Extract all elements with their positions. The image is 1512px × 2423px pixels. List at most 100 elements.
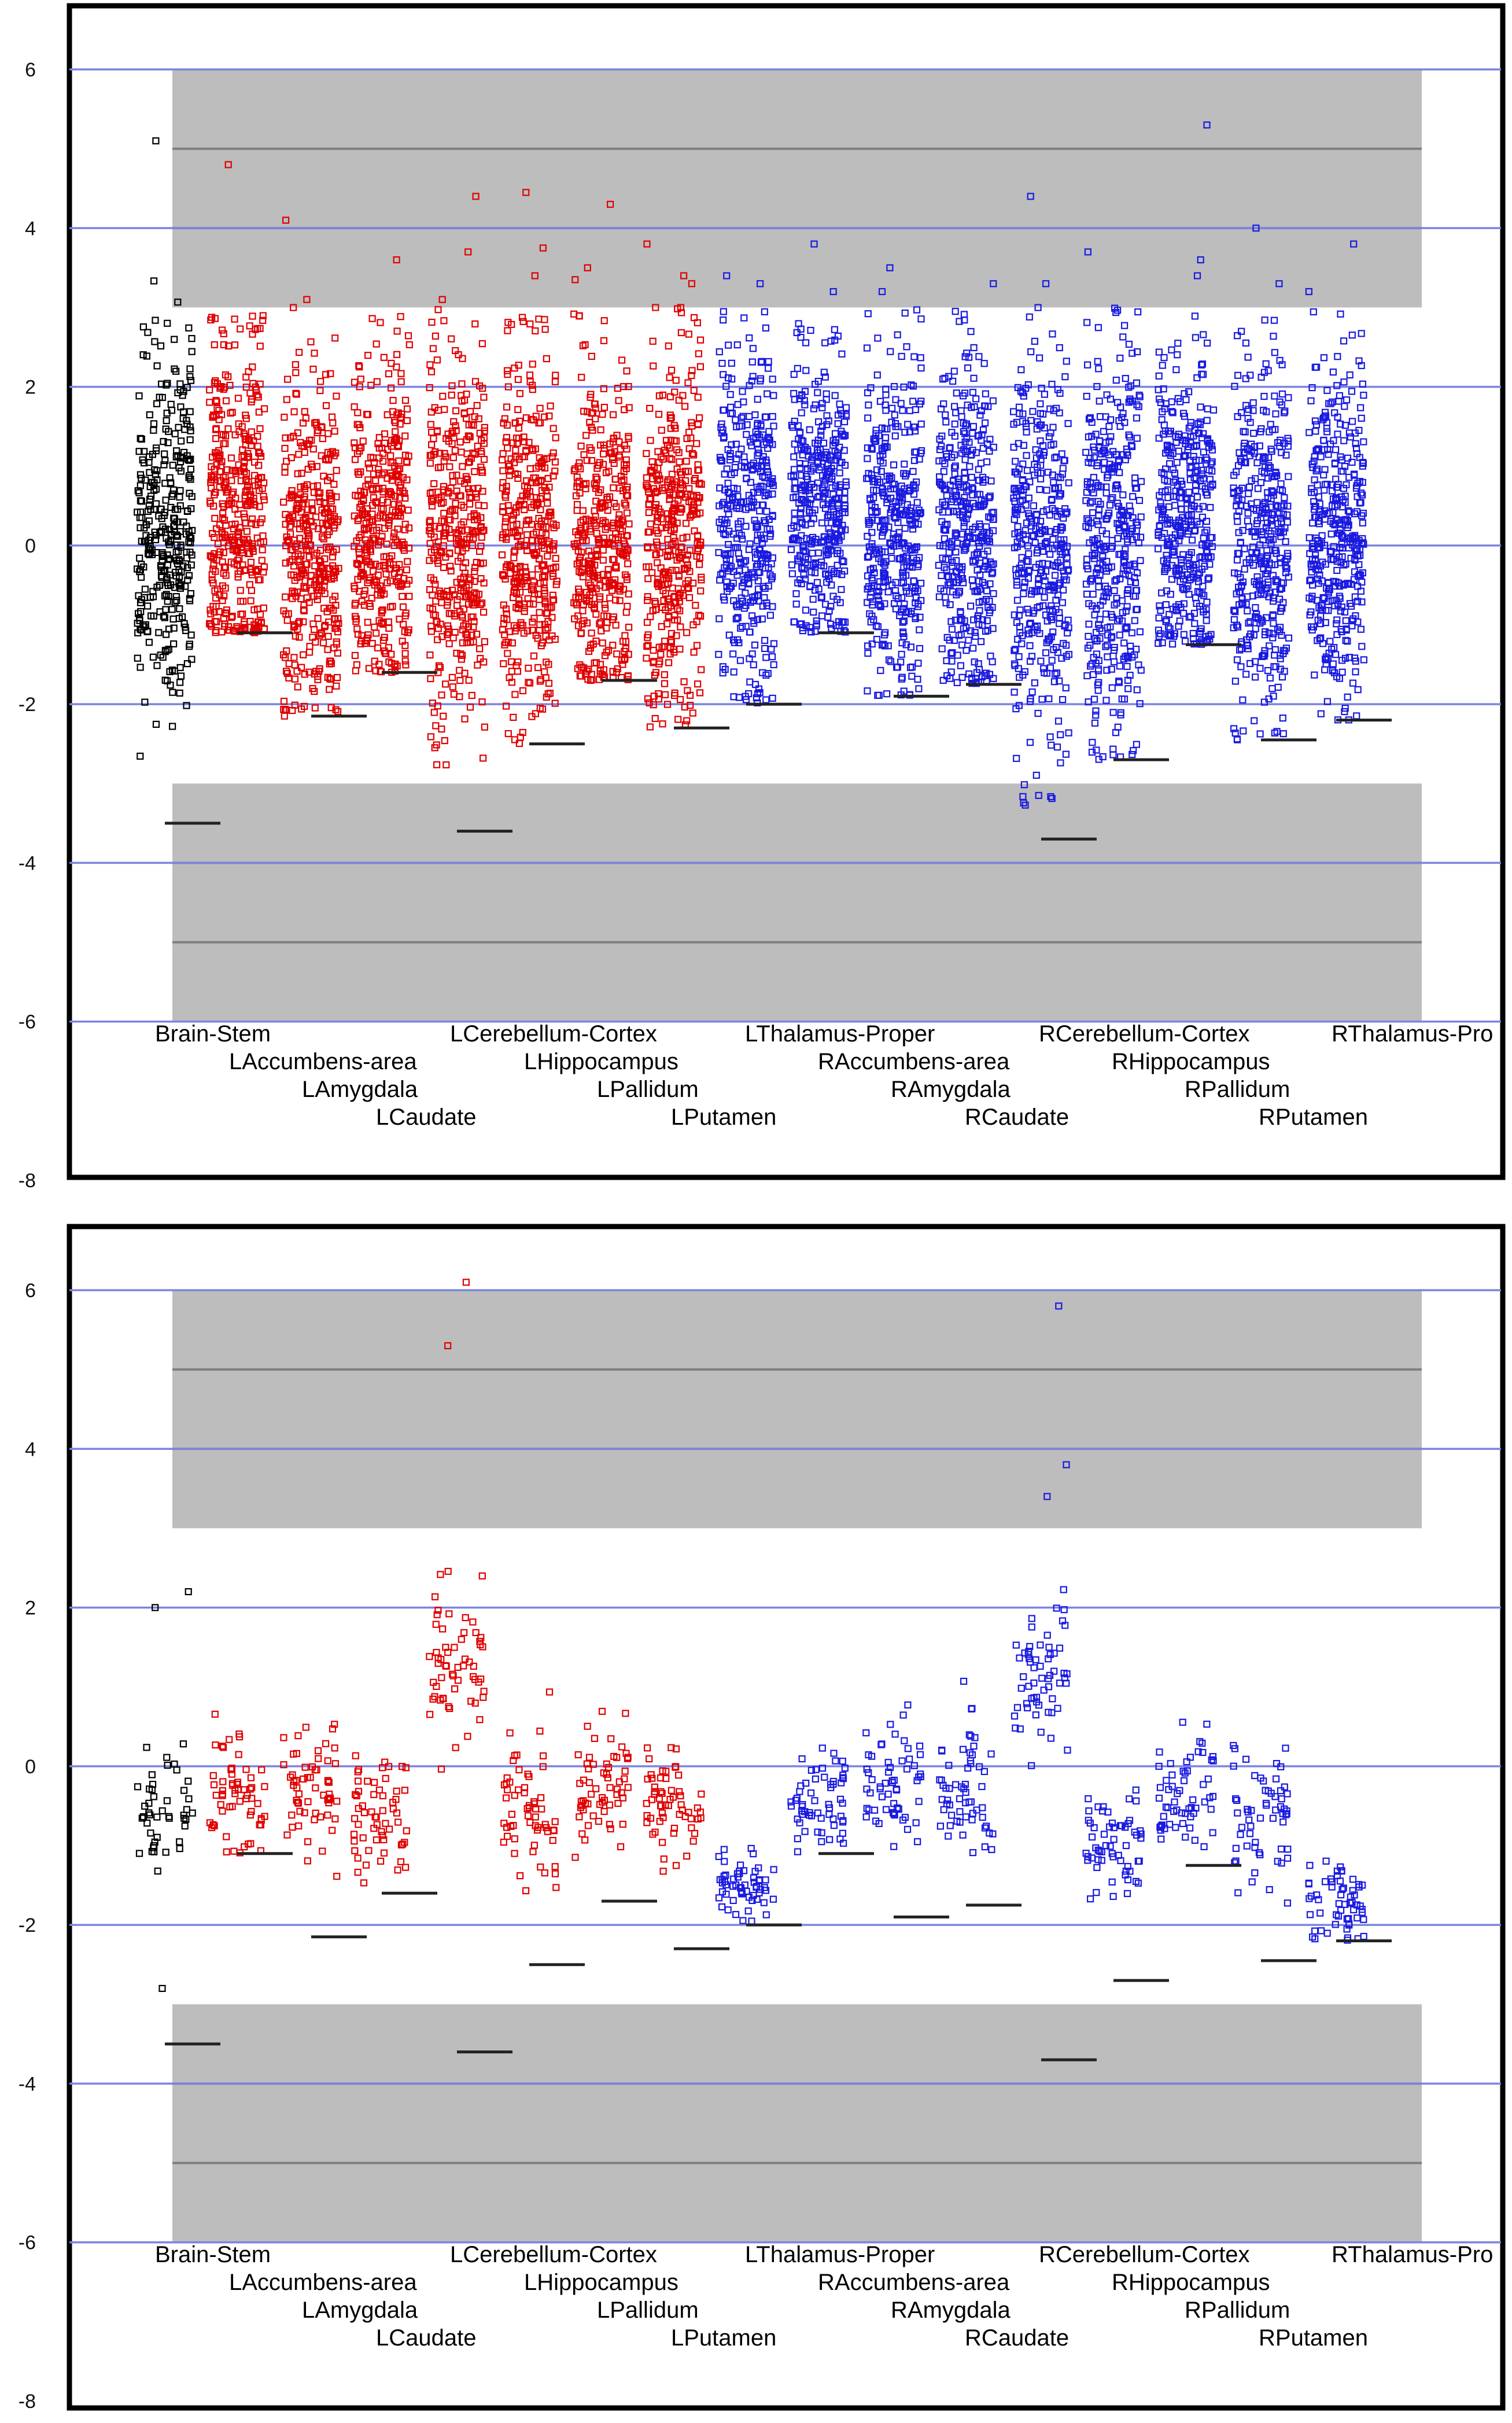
data-point xyxy=(865,401,872,409)
data-point xyxy=(893,664,901,671)
data-point xyxy=(979,531,986,538)
data-point xyxy=(1042,611,1050,619)
data-point xyxy=(945,573,952,580)
data-point xyxy=(186,597,194,605)
data-point xyxy=(796,553,804,561)
data-point xyxy=(1059,695,1067,704)
data-point xyxy=(574,665,582,672)
data-point xyxy=(1103,666,1111,674)
data-point xyxy=(716,348,723,356)
data-point xyxy=(225,623,233,631)
data-point xyxy=(248,587,255,594)
data-point xyxy=(972,632,979,640)
data-point xyxy=(326,675,334,683)
data-point xyxy=(219,596,226,605)
data-point xyxy=(373,578,380,586)
data-point xyxy=(225,342,233,350)
data-point xyxy=(868,612,876,620)
data-point xyxy=(282,705,289,713)
data-point xyxy=(790,535,798,543)
data-point xyxy=(176,664,184,672)
data-point xyxy=(243,502,250,509)
data-point xyxy=(148,478,156,486)
data-point xyxy=(542,531,550,539)
data-point xyxy=(234,528,242,536)
data-point xyxy=(176,487,184,495)
data-point xyxy=(898,496,906,504)
data-point xyxy=(695,466,703,474)
data-point xyxy=(438,549,445,557)
data-point xyxy=(1054,473,1062,481)
data-point xyxy=(841,488,849,496)
data-point xyxy=(1034,622,1041,630)
data-point xyxy=(429,699,437,707)
data-point xyxy=(916,613,924,621)
data-point xyxy=(465,676,473,684)
data-point xyxy=(183,660,191,668)
data-point xyxy=(753,501,761,509)
data-point xyxy=(538,487,546,495)
data-point xyxy=(523,574,530,581)
data-point xyxy=(246,487,253,494)
data-point xyxy=(1037,410,1045,417)
data-point xyxy=(175,556,183,564)
data-point xyxy=(324,646,331,653)
data-point xyxy=(791,440,798,448)
data-point xyxy=(802,367,810,374)
data-point xyxy=(824,548,832,556)
data-point xyxy=(236,524,244,531)
data-point xyxy=(533,502,540,509)
data-point xyxy=(807,628,815,636)
data-point xyxy=(683,434,691,443)
data-point xyxy=(915,685,923,693)
data-point xyxy=(864,599,871,606)
data-point xyxy=(655,410,663,418)
data-point xyxy=(394,525,401,533)
data-point xyxy=(1015,465,1023,473)
data-point xyxy=(330,644,338,652)
data-point xyxy=(1026,698,1034,705)
data-point xyxy=(1048,495,1056,503)
data-point xyxy=(401,520,409,528)
data-point xyxy=(467,576,474,584)
data-point xyxy=(974,612,982,620)
data-point xyxy=(393,363,400,371)
y-tick-label: -6 xyxy=(19,1011,36,1033)
data-point xyxy=(599,517,607,524)
data-point xyxy=(311,349,318,357)
data-point xyxy=(504,561,511,569)
data-point xyxy=(720,316,727,324)
data-point xyxy=(1041,540,1049,548)
data-point xyxy=(654,575,662,583)
data-point xyxy=(899,618,906,626)
data-point xyxy=(1030,502,1038,510)
data-point xyxy=(975,477,982,484)
data-point xyxy=(545,538,553,546)
data-point xyxy=(286,494,293,502)
data-point xyxy=(300,618,307,625)
data-point xyxy=(187,476,194,483)
data-point xyxy=(426,361,434,369)
data-point xyxy=(1053,669,1061,677)
data-point xyxy=(821,339,829,347)
data-point xyxy=(398,410,405,418)
data-point xyxy=(677,304,685,311)
data-point xyxy=(444,430,452,438)
data-point xyxy=(909,397,917,405)
data-point xyxy=(732,615,740,623)
data-point xyxy=(986,580,994,588)
data-point xyxy=(810,405,818,413)
data-point xyxy=(609,524,617,532)
data-point xyxy=(333,493,340,500)
data-point xyxy=(1038,695,1046,703)
data-point xyxy=(459,639,467,647)
data-point xyxy=(668,510,676,518)
data-point xyxy=(1057,731,1064,739)
data-point xyxy=(548,614,556,621)
data-point xyxy=(351,456,359,463)
data-point xyxy=(530,652,538,660)
data-point xyxy=(839,509,846,517)
data-point xyxy=(228,612,236,620)
data-point xyxy=(978,532,986,540)
data-point xyxy=(316,558,324,566)
